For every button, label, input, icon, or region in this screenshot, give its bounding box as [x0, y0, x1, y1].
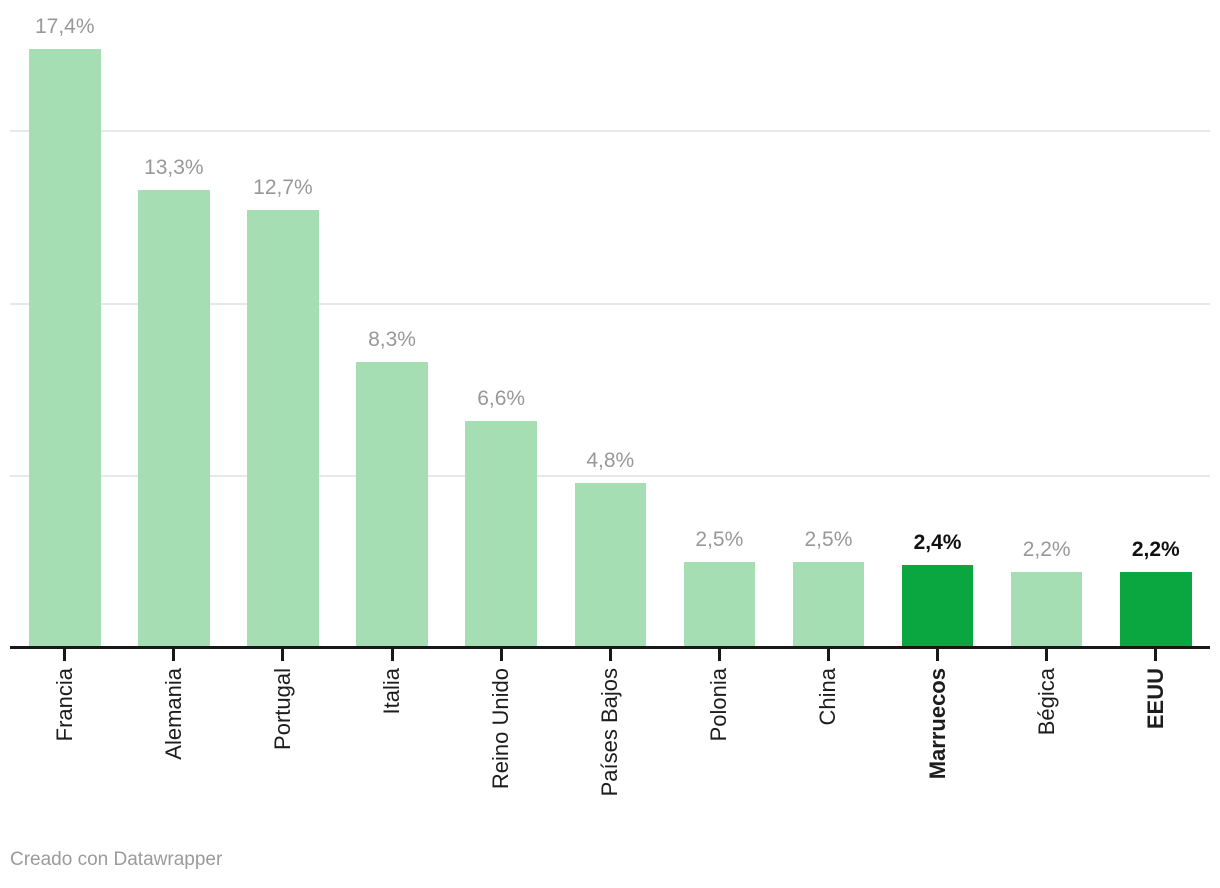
attribution-text: Creado con Datawrapper: [10, 849, 223, 870]
x-axis-label: Polonia: [706, 668, 732, 742]
x-tick: [826, 649, 830, 661]
x-axis-label: Francia: [51, 668, 77, 742]
x-axis-label: EEUU: [1142, 668, 1168, 730]
gridline: [10, 474, 1210, 477]
bar: [1120, 572, 1192, 648]
bar-value-label: 2,5%: [804, 527, 853, 551]
x-axis-label: Bégica: [1033, 668, 1059, 736]
bar-value-label: 2,4%: [913, 531, 962, 555]
bar-value-label: 4,8%: [586, 448, 635, 472]
x-axis-label: Italia: [379, 668, 405, 715]
x-tick: [608, 649, 612, 661]
x-tick: [1154, 649, 1158, 661]
x-tick: [936, 649, 940, 661]
gridline: [10, 302, 1210, 305]
x-tick: [172, 649, 176, 661]
bar: [138, 189, 210, 648]
bar: [574, 482, 646, 648]
bar-value-label: 6,6%: [477, 386, 526, 410]
bar: [465, 420, 537, 648]
x-tick: [1045, 649, 1049, 661]
x-axis-label: Alemania: [160, 668, 186, 760]
bar-value-label: 8,3%: [368, 328, 416, 352]
x-tick: [63, 649, 67, 661]
bar-value-label: 2,2%: [1022, 538, 1071, 562]
bar-value-label: 13,3%: [144, 155, 204, 179]
bar-value-label: 12,7%: [253, 176, 313, 200]
x-tick: [390, 649, 394, 661]
bar: [29, 48, 101, 648]
x-axis-label: Portugal: [269, 668, 295, 750]
x-axis-label: Marruecos: [924, 668, 950, 780]
bar: [792, 561, 865, 648]
bar-value-label: 2,2%: [1131, 538, 1180, 562]
bar: [356, 362, 428, 648]
x-axis-label: Países Bajos: [597, 668, 623, 797]
bar: [901, 565, 974, 648]
bar: [1010, 572, 1083, 648]
gridline: [10, 130, 1210, 133]
x-axis-label: China: [815, 668, 841, 726]
x-tick: [499, 649, 503, 661]
bar-value-label: 2,5%: [695, 527, 744, 551]
x-tick: [281, 649, 285, 661]
x-tick: [717, 649, 721, 661]
bar: [683, 561, 756, 648]
x-axis-label: Reino Unido: [488, 668, 514, 790]
bar: [247, 210, 319, 648]
x-axis-line: [10, 646, 1210, 649]
bar-value-label: 17,4%: [34, 14, 95, 38]
